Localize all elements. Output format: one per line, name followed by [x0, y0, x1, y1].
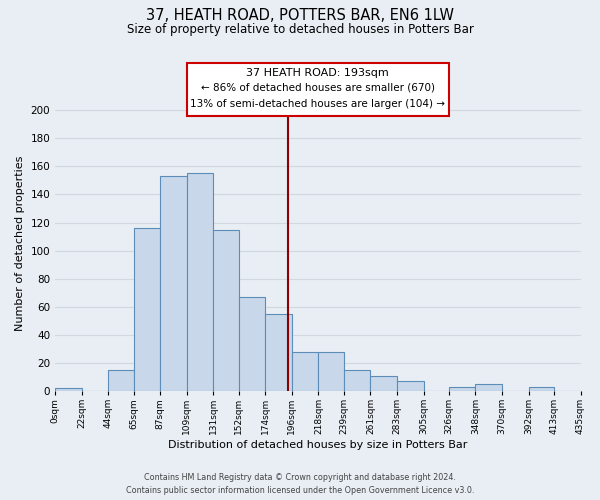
Y-axis label: Number of detached properties: Number of detached properties [15, 156, 25, 332]
Bar [109, 370, 134, 391]
Bar [475, 384, 502, 391]
Bar [239, 297, 265, 391]
Bar [370, 376, 397, 391]
Text: 13% of semi-detached houses are larger (104) →: 13% of semi-detached houses are larger (… [190, 99, 445, 109]
Bar [292, 352, 319, 391]
X-axis label: Distribution of detached houses by size in Potters Bar: Distribution of detached houses by size … [168, 440, 467, 450]
FancyBboxPatch shape [187, 62, 449, 116]
Bar [187, 174, 214, 391]
Bar [449, 387, 475, 391]
Text: Size of property relative to detached houses in Potters Bar: Size of property relative to detached ho… [127, 22, 473, 36]
Text: Contains HM Land Registry data © Crown copyright and database right 2024.
Contai: Contains HM Land Registry data © Crown c… [126, 474, 474, 495]
Bar [214, 230, 239, 391]
Bar [134, 228, 160, 391]
Text: ← 86% of detached houses are smaller (670): ← 86% of detached houses are smaller (67… [201, 82, 435, 92]
Bar [397, 382, 424, 391]
Bar [265, 314, 292, 391]
Bar [55, 388, 82, 391]
Text: 37 HEATH ROAD: 193sqm: 37 HEATH ROAD: 193sqm [247, 68, 389, 78]
Bar [344, 370, 370, 391]
Bar [319, 352, 344, 391]
Bar [529, 387, 554, 391]
Text: 37, HEATH ROAD, POTTERS BAR, EN6 1LW: 37, HEATH ROAD, POTTERS BAR, EN6 1LW [146, 8, 454, 22]
Bar [160, 176, 187, 391]
